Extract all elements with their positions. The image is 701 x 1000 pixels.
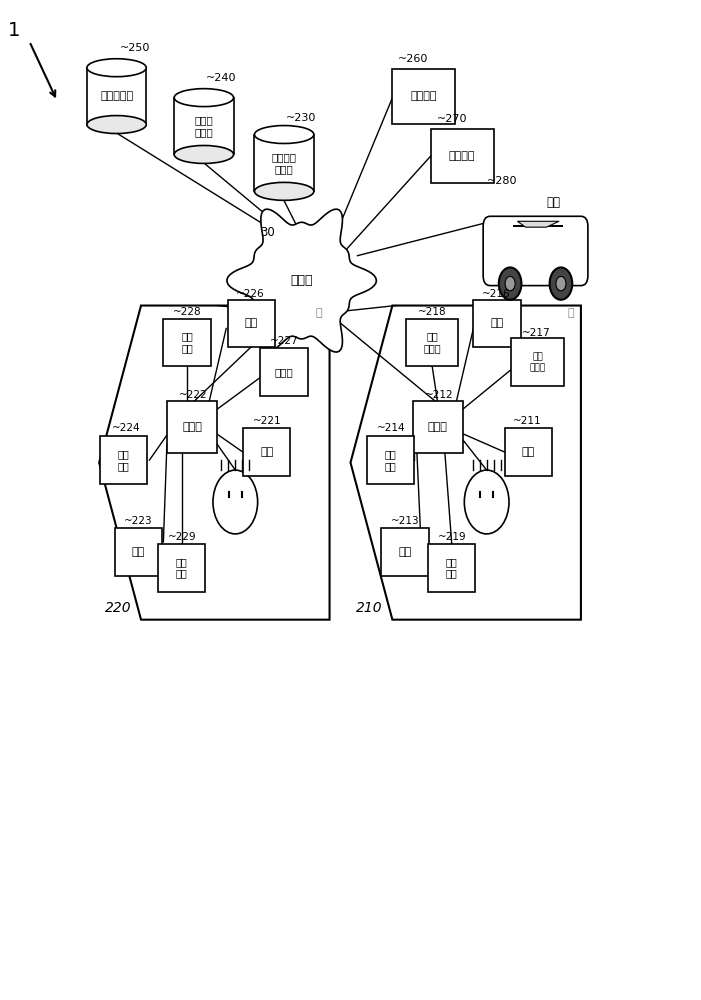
Text: 照明
器材: 照明 器材 xyxy=(384,449,396,471)
Text: ~280: ~280 xyxy=(486,176,517,186)
FancyBboxPatch shape xyxy=(512,338,564,386)
Text: 210: 210 xyxy=(356,601,383,615)
FancyBboxPatch shape xyxy=(158,544,205,592)
Text: ~214: ~214 xyxy=(377,423,406,433)
FancyBboxPatch shape xyxy=(483,216,588,286)
Text: ~216: ~216 xyxy=(482,289,510,299)
FancyBboxPatch shape xyxy=(431,129,494,183)
Text: 因特网: 因特网 xyxy=(290,274,313,287)
Circle shape xyxy=(464,470,509,534)
Text: 路由器: 路由器 xyxy=(428,422,448,432)
Text: 汽车: 汽车 xyxy=(546,196,560,209)
Text: ~250: ~250 xyxy=(120,43,151,53)
Text: ~260: ~260 xyxy=(398,54,428,64)
Text: ~219: ~219 xyxy=(438,532,466,542)
Circle shape xyxy=(213,470,258,534)
Text: 电视: 电视 xyxy=(260,447,273,457)
Text: 企业服务器: 企业服务器 xyxy=(100,91,133,101)
Polygon shape xyxy=(517,221,559,227)
Ellipse shape xyxy=(87,116,147,134)
FancyBboxPatch shape xyxy=(100,436,147,484)
FancyBboxPatch shape xyxy=(428,544,475,592)
Polygon shape xyxy=(99,306,329,620)
Circle shape xyxy=(505,276,515,291)
FancyBboxPatch shape xyxy=(261,348,308,396)
Text: 1: 1 xyxy=(8,21,21,40)
Text: 空调: 空调 xyxy=(491,318,504,328)
FancyBboxPatch shape xyxy=(393,69,455,124)
Circle shape xyxy=(556,276,566,291)
Circle shape xyxy=(499,267,522,300)
FancyBboxPatch shape xyxy=(381,528,429,576)
Ellipse shape xyxy=(175,145,233,163)
FancyBboxPatch shape xyxy=(163,319,211,366)
Ellipse shape xyxy=(175,89,233,107)
Bar xyxy=(87,68,147,125)
FancyBboxPatch shape xyxy=(167,401,217,453)
Circle shape xyxy=(550,267,572,300)
Ellipse shape xyxy=(87,59,147,77)
Text: 电视: 电视 xyxy=(522,447,535,457)
Ellipse shape xyxy=(254,182,314,200)
FancyBboxPatch shape xyxy=(473,300,521,347)
Text: ~226: ~226 xyxy=(236,289,264,299)
Text: ~240: ~240 xyxy=(206,73,236,83)
Text: 自治体
服务器: 自治体 服务器 xyxy=(194,115,213,137)
Polygon shape xyxy=(227,209,376,352)
Text: ~221: ~221 xyxy=(253,416,281,426)
Text: 米: 米 xyxy=(315,308,322,318)
Polygon shape xyxy=(350,306,581,620)
Text: ~227: ~227 xyxy=(270,336,299,346)
Text: ~223: ~223 xyxy=(123,516,152,526)
Text: ~222: ~222 xyxy=(179,390,207,400)
FancyBboxPatch shape xyxy=(505,428,552,476)
Text: 空气
净化器: 空气 净化器 xyxy=(423,332,441,353)
FancyBboxPatch shape xyxy=(413,401,463,453)
Text: ~211: ~211 xyxy=(513,416,542,426)
Text: 通信设备: 通信设备 xyxy=(449,151,475,161)
Text: ~212: ~212 xyxy=(425,390,453,400)
Text: 通信
设备: 通信 设备 xyxy=(176,557,187,579)
Text: 路由器: 路由器 xyxy=(182,422,202,432)
FancyBboxPatch shape xyxy=(406,319,458,366)
FancyBboxPatch shape xyxy=(228,300,275,347)
Text: 米: 米 xyxy=(567,308,573,318)
Text: 通信设备: 通信设备 xyxy=(411,91,437,101)
Text: ~229: ~229 xyxy=(168,532,196,542)
Text: 医疗机构
服务器: 医疗机构 服务器 xyxy=(272,152,297,174)
Text: 通信
设备: 通信 设备 xyxy=(446,557,458,579)
Text: 220: 220 xyxy=(104,601,131,615)
Text: 冰箱: 冰箱 xyxy=(132,547,145,557)
Bar xyxy=(175,98,233,154)
Text: ~230: ~230 xyxy=(286,113,317,123)
Text: ~224: ~224 xyxy=(111,423,140,433)
Ellipse shape xyxy=(254,126,314,143)
FancyBboxPatch shape xyxy=(243,428,290,476)
Text: ~217: ~217 xyxy=(522,328,550,338)
Bar xyxy=(254,135,314,191)
FancyBboxPatch shape xyxy=(114,528,162,576)
Text: 加热
烹调器: 加热 烹调器 xyxy=(529,353,545,372)
Text: 冰箱: 冰箱 xyxy=(398,547,411,557)
Text: ~228: ~228 xyxy=(173,307,202,317)
Text: 智能
数字: 智能 数字 xyxy=(182,332,193,353)
Text: 吸尘器: 吸尘器 xyxy=(275,367,294,377)
FancyBboxPatch shape xyxy=(367,436,414,484)
Text: 照明
器材: 照明 器材 xyxy=(118,449,130,471)
Text: 空调: 空调 xyxy=(245,318,258,328)
Text: ~213: ~213 xyxy=(391,516,420,526)
Text: 30: 30 xyxy=(260,226,275,239)
Text: ~270: ~270 xyxy=(437,114,468,124)
Text: ~218: ~218 xyxy=(418,307,447,317)
